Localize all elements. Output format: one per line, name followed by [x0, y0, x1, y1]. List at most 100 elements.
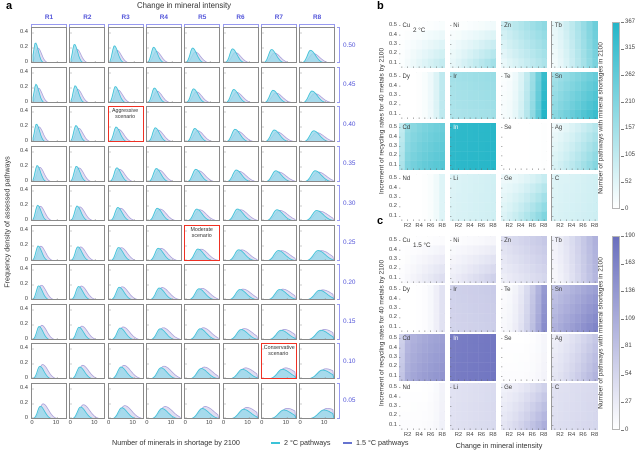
- panel-a-xtick-label: 0: [106, 420, 111, 426]
- panel-a-subplot: [260, 382, 297, 419]
- heatmap-ytick-label: 0.1: [388, 161, 397, 168]
- heatmap-ytick-label: 0.4: [388, 184, 397, 191]
- colorbar-tick-label: 262: [625, 71, 636, 78]
- metal-label: C: [554, 175, 560, 182]
- panel-a-xtick-label: 10: [91, 420, 98, 426]
- metal-label: In: [453, 335, 459, 342]
- panel-a-ytick-label: 0: [24, 256, 28, 263]
- colorbar-tick-mark: [620, 182, 624, 184]
- heatmap-xtick-label: R4: [517, 223, 525, 229]
- heatmap-xtick-label: R6: [528, 432, 536, 438]
- heatmap-ytick-label: 0.5: [388, 22, 397, 29]
- heatmap-ytick-label: 0.1: [388, 323, 397, 330]
- density-plot: [223, 111, 256, 142]
- metal-label: Li: [453, 175, 458, 182]
- panel-c-letter: c: [377, 215, 384, 227]
- panel-a-ytick-label: 0.4: [19, 187, 28, 193]
- density-plot: [300, 190, 335, 221]
- heatmap-ytick-label: 0.3: [388, 354, 397, 360]
- panel-a-subplot: [184, 303, 221, 340]
- metal-label: Dy: [402, 286, 410, 293]
- heatmap-cells: [399, 383, 446, 431]
- heatmap-ytick-label: 0.3: [388, 92, 397, 98]
- panel-a-col-bracket: [69, 24, 106, 27]
- panel-a-subplot: [299, 66, 336, 103]
- colorbar-tick-mark: [620, 402, 624, 404]
- heatmap-cells: [500, 21, 547, 69]
- heatmap-cells: [551, 285, 598, 333]
- panel-a-row-bracket: [337, 343, 340, 379]
- scenario-annotation: Conservative scenario: [263, 345, 295, 358]
- panel-a-xtick-label: 10: [167, 420, 175, 426]
- heatmap-cells: [399, 285, 446, 333]
- panel-a-subplot: [222, 382, 259, 419]
- panel-a-subplot: [107, 224, 144, 261]
- heatmap-xtick-label: R8: [489, 223, 497, 229]
- heatmap-cells: [551, 21, 598, 69]
- heatmap-cells: [399, 21, 446, 69]
- panel-a-subplot: [184, 106, 221, 142]
- metal-label: Nd: [402, 175, 411, 182]
- panel-a-col-label: R8: [313, 14, 322, 21]
- density-plot: [108, 388, 143, 418]
- panel-a-subplot: [31, 27, 67, 63]
- legend-2c-dash: [271, 442, 280, 444]
- heatmap-ytick-label: 0.2: [388, 152, 397, 159]
- density-plot: [32, 151, 58, 181]
- heatmap-ytick-label: 0.1: [388, 212, 397, 219]
- heatmap-cells: [399, 123, 446, 171]
- panel-a-ytick-label: 0.2: [19, 281, 28, 287]
- heatmap-xtick-label: R6: [528, 223, 536, 229]
- density-plot: [146, 388, 181, 418]
- density-plot: [261, 111, 296, 142]
- panel-a-y-axis-label: Frequency density of assessed pathways: [2, 156, 12, 288]
- heatmap-Li: Li: [449, 174, 496, 222]
- heatmap-ytick-label: 0.5: [388, 237, 397, 244]
- heatmap-cells: [450, 383, 496, 431]
- density-plot: [146, 32, 173, 63]
- metal-label: Ir: [453, 286, 457, 293]
- panel-a-col-bracket: [299, 24, 336, 27]
- panel-a-ytick-label: 0.4: [19, 147, 28, 154]
- panel-a-subplot: [260, 27, 297, 63]
- colorbar-tick-label: 157: [625, 125, 636, 132]
- density-plot: [108, 151, 135, 181]
- heatmap-ytick-label: 0.5: [388, 335, 397, 342]
- heatmap-Ni: Ni: [449, 236, 496, 284]
- panel-a-col-label: R1: [44, 14, 54, 21]
- panel-a-xtick-label: 0: [30, 420, 34, 426]
- panel-a-xtick-label: 0: [221, 420, 226, 426]
- heatmap-xtick-label: R2: [505, 223, 513, 229]
- heatmap-C: C: [551, 174, 598, 222]
- heatmap-ytick-label: 0.1: [388, 372, 397, 379]
- colorbar-tick-mark: [620, 236, 624, 237]
- panel-a-subplot: [222, 27, 259, 63]
- heatmap-xtick-label: R8: [438, 223, 446, 229]
- colorbar: [612, 236, 620, 430]
- density-plot: [300, 388, 335, 418]
- heatmap-xtick-label: R4: [567, 432, 576, 438]
- heatmap-cells: [450, 285, 496, 333]
- panel-a-col-label: R5: [198, 14, 207, 21]
- panel-a-subplot: [31, 343, 67, 379]
- panel-a-subplot: [222, 264, 259, 300]
- heatmap-Zn: Zn: [500, 21, 547, 69]
- density-plot: [108, 32, 135, 63]
- colorbar-tick-label: 210: [625, 98, 636, 105]
- density-plot: [70, 348, 100, 379]
- density-plot: [261, 309, 296, 339]
- panel-a-xtick-label: 0: [260, 420, 264, 426]
- heatmap-ytick-label: 0.2: [388, 101, 397, 108]
- density-plot: [70, 309, 99, 339]
- density-plot: [146, 151, 176, 181]
- legend-15c-label: 1.5 °C pathways: [356, 438, 409, 447]
- panel-a-subplot: [299, 224, 336, 261]
- heatmap-cells: [500, 236, 547, 284]
- panel-a-ytick-label: 0.4: [19, 108, 28, 114]
- panel-b-colorbar-label: Number of pathways with mineral shortage…: [597, 42, 605, 194]
- panel-a-ytick-label: 0.4: [19, 305, 28, 312]
- density-plot: [300, 309, 335, 339]
- panel-a-subplot: [31, 185, 67, 221]
- panel-a-subplot: [69, 382, 106, 419]
